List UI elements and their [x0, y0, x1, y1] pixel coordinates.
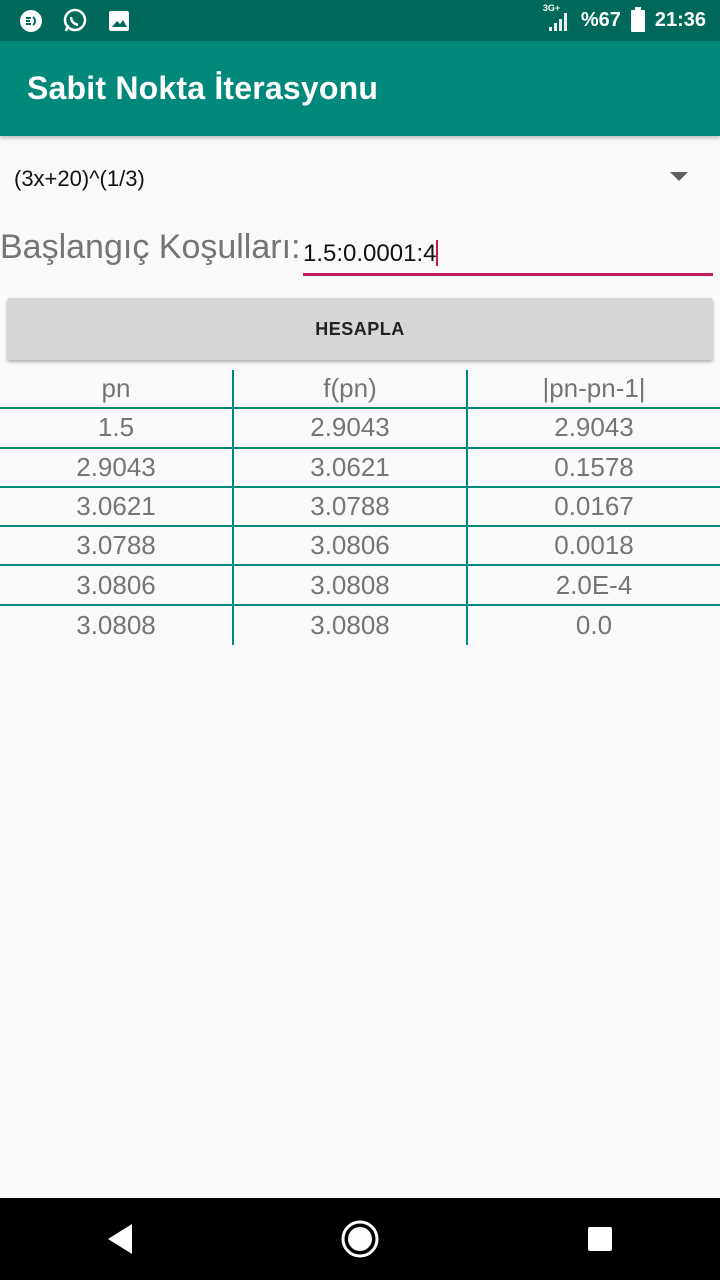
table-header-row: pn f(pn) |pn-pn-1| [0, 370, 720, 410]
home-button[interactable] [330, 1209, 390, 1269]
spinner-selected-value: (3x+20)^(1/3) [14, 166, 145, 191]
table-row: 3.0806 3.0808 2.0E-4 [0, 566, 720, 606]
table-cell: 3.0788 [234, 487, 468, 526]
recents-button[interactable] [570, 1209, 630, 1269]
back-triangle-icon [108, 1224, 132, 1254]
home-circle-icon [341, 1220, 379, 1258]
whatsapp-icon [62, 8, 88, 34]
table-cell: 3.0788 [0, 527, 234, 565]
signal-icon: 3G+ [543, 3, 571, 33]
back-button[interactable] [90, 1209, 150, 1269]
table-cell: 0.1578 [554, 451, 634, 482]
table-cell: 0.0 [575, 609, 613, 640]
table-cell: 1.5 [0, 409, 234, 447]
table-cell: 3.0808 [0, 605, 234, 646]
battery-icon [630, 6, 645, 32]
dropdown-arrow-icon[interactable] [670, 172, 688, 181]
table-header-cell: |pn-pn-1| [542, 373, 646, 404]
table-cell: 3.0806 [234, 527, 468, 565]
table-row: 2.9043 3.0621 0.1578 [0, 448, 720, 488]
table-row: 3.0621 3.0788 0.0167 [0, 487, 720, 528]
conditions-input[interactable]: 1.5:0.0001:4 [303, 236, 713, 276]
text-cursor [436, 240, 439, 266]
recents-square-icon [588, 1227, 612, 1251]
app-bar: Sabit Nokta İterasyonu [0, 41, 720, 136]
table-cell: 2.9043 [0, 448, 234, 486]
system-status: 3G+ %67 21:36 [543, 3, 706, 33]
function-spinner[interactable]: (3x+20)^(1/3) [0, 150, 720, 208]
navigation-bar [0, 1198, 720, 1280]
table-cell: 3.0806 [0, 566, 234, 604]
results-table: pn f(pn) |pn-pn-1| 1.5 2.9043 2.9043 2.9… [0, 370, 720, 646]
chat-bubble-icon [18, 8, 44, 34]
table-cell: 0.0167 [554, 491, 634, 522]
table-row: 1.5 2.9043 2.9043 [0, 409, 720, 449]
status-bar: 3G+ %67 21:36 [0, 0, 720, 41]
image-icon [106, 8, 132, 34]
calculate-button[interactable]: HESAPLA [7, 298, 713, 360]
table-cell: 3.0621 [0, 487, 234, 526]
table-cell: 2.0E-4 [555, 569, 633, 600]
table-cell: 3.0808 [234, 605, 468, 646]
table-row: 3.0808 3.0808 0.0 [0, 605, 720, 646]
table-header-cell: pn [0, 370, 234, 408]
table-cell: 0.0018 [554, 530, 634, 561]
conditions-input-value: 1.5:0.0001:4 [303, 240, 437, 267]
clock: 21:36 [654, 9, 706, 31]
table-row: 3.0788 3.0806 0.0018 [0, 527, 720, 567]
table-cell: 3.0808 [234, 566, 468, 604]
table-header-cell: f(pn) [234, 370, 468, 408]
page-title: Sabit Nokta İterasyonu [27, 70, 379, 106]
notification-icons [18, 8, 132, 34]
table-cell: 2.9043 [554, 412, 634, 443]
table-cell: 2.9043 [234, 409, 468, 447]
battery-percent: %67 [580, 9, 621, 31]
conditions-label: Başlangıç Koşulları: [0, 228, 301, 266]
table-cell: 3.0621 [234, 448, 468, 486]
